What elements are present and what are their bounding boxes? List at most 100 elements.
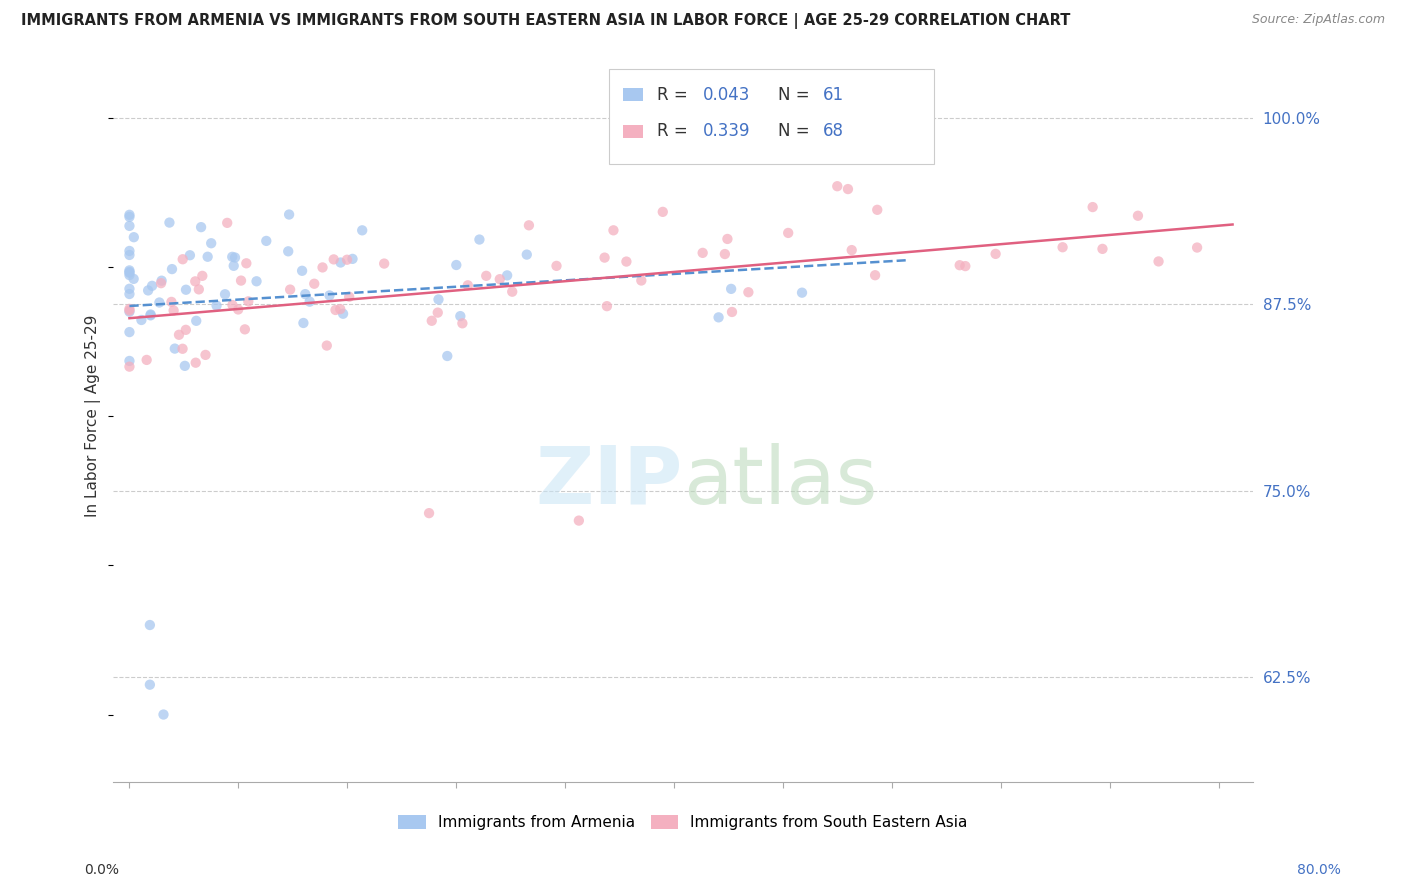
Point bbox=[118, 359, 141, 374]
Point bbox=[118, 266, 141, 280]
Point bbox=[190, 220, 212, 235]
Point bbox=[184, 356, 207, 370]
Point bbox=[118, 265, 141, 279]
Point bbox=[118, 325, 141, 339]
Point bbox=[167, 327, 190, 342]
FancyBboxPatch shape bbox=[623, 125, 643, 137]
Point bbox=[245, 274, 267, 288]
Point bbox=[1052, 240, 1074, 254]
Point bbox=[837, 182, 859, 196]
Point bbox=[194, 348, 217, 362]
Point bbox=[214, 287, 236, 301]
Point bbox=[136, 284, 159, 298]
Text: N =: N = bbox=[778, 122, 814, 140]
Point bbox=[1091, 242, 1114, 256]
Point bbox=[337, 290, 360, 304]
Point bbox=[457, 278, 479, 293]
Point bbox=[139, 618, 162, 632]
Point bbox=[955, 259, 977, 273]
Y-axis label: In Labor Force | Age 25-29: In Labor Force | Age 25-29 bbox=[86, 315, 101, 517]
Text: 0.043: 0.043 bbox=[703, 86, 749, 103]
Point bbox=[291, 264, 314, 278]
Point bbox=[139, 308, 162, 322]
Point bbox=[602, 223, 624, 237]
Point bbox=[720, 282, 742, 296]
Point bbox=[1147, 254, 1170, 268]
Point bbox=[329, 255, 352, 269]
Legend: Immigrants from Armenia, Immigrants from South Eastern Asia: Immigrants from Armenia, Immigrants from… bbox=[392, 809, 974, 836]
Point bbox=[150, 274, 173, 288]
Point bbox=[141, 278, 163, 293]
Point bbox=[616, 254, 638, 268]
Point bbox=[277, 244, 299, 259]
Text: R =: R = bbox=[657, 86, 693, 103]
Point bbox=[373, 256, 395, 270]
Point bbox=[1081, 200, 1104, 214]
Point bbox=[1185, 241, 1208, 255]
Point bbox=[568, 514, 591, 528]
Point bbox=[118, 304, 141, 318]
Point bbox=[160, 262, 183, 277]
Point bbox=[294, 287, 316, 301]
Text: R =: R = bbox=[657, 122, 693, 140]
Point bbox=[191, 268, 214, 283]
Point bbox=[315, 338, 337, 352]
Text: 80.0%: 80.0% bbox=[1296, 863, 1341, 877]
Point bbox=[235, 256, 257, 270]
Point bbox=[420, 314, 443, 328]
FancyBboxPatch shape bbox=[609, 69, 934, 164]
Point bbox=[221, 250, 243, 264]
Point bbox=[200, 236, 222, 251]
Point bbox=[475, 268, 498, 283]
Point bbox=[517, 219, 540, 233]
Point bbox=[217, 216, 239, 230]
Point bbox=[984, 247, 1007, 261]
Point bbox=[233, 322, 256, 336]
Point bbox=[501, 285, 523, 299]
Point bbox=[118, 282, 141, 296]
Text: 0.0%: 0.0% bbox=[84, 863, 118, 877]
Point bbox=[496, 268, 519, 283]
Point bbox=[593, 251, 616, 265]
Point bbox=[226, 302, 249, 317]
Point bbox=[118, 219, 141, 233]
Text: N =: N = bbox=[778, 86, 814, 103]
Point bbox=[692, 245, 714, 260]
Point bbox=[222, 259, 245, 273]
Point bbox=[150, 276, 173, 290]
Point bbox=[118, 244, 141, 258]
Point bbox=[298, 294, 321, 309]
Point bbox=[118, 248, 141, 262]
Point bbox=[451, 316, 474, 330]
Point bbox=[311, 260, 333, 275]
Point bbox=[332, 307, 354, 321]
Point bbox=[278, 283, 301, 297]
Point bbox=[329, 302, 352, 317]
Point bbox=[352, 223, 374, 237]
Text: atlas: atlas bbox=[683, 443, 877, 521]
Point bbox=[546, 259, 568, 273]
Point bbox=[427, 293, 450, 307]
Point bbox=[254, 234, 277, 248]
Point bbox=[737, 285, 759, 300]
Point bbox=[118, 303, 141, 318]
Point bbox=[221, 298, 243, 312]
Point bbox=[159, 216, 181, 230]
Point bbox=[516, 247, 538, 261]
Point bbox=[322, 252, 344, 267]
FancyBboxPatch shape bbox=[623, 88, 643, 101]
Text: IMMIGRANTS FROM ARMENIA VS IMMIGRANTS FROM SOUTH EASTERN ASIA IN LABOR FORCE | A: IMMIGRANTS FROM ARMENIA VS IMMIGRANTS FR… bbox=[21, 13, 1070, 29]
Point bbox=[172, 342, 194, 356]
Point bbox=[139, 678, 162, 692]
Point bbox=[304, 277, 326, 291]
Point bbox=[596, 299, 619, 313]
Point bbox=[714, 247, 737, 261]
Point bbox=[325, 303, 347, 318]
Point bbox=[122, 230, 145, 244]
Point bbox=[152, 707, 174, 722]
Point bbox=[179, 248, 201, 262]
Point bbox=[238, 294, 260, 309]
Point bbox=[446, 258, 468, 272]
Point bbox=[131, 313, 153, 327]
Point bbox=[160, 294, 183, 309]
